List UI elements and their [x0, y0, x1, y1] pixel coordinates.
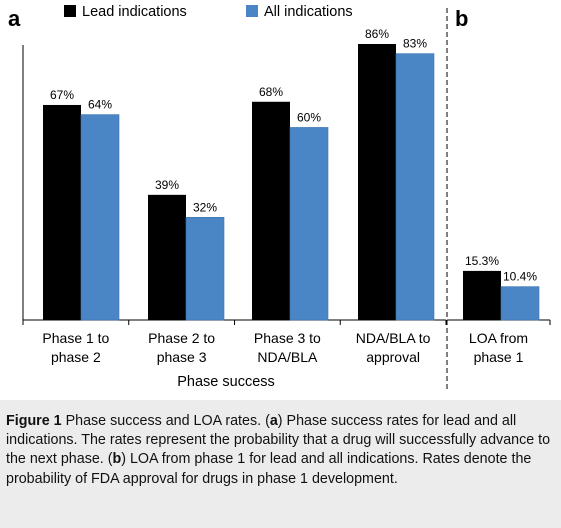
caption-panel-ref: a [269, 413, 278, 429]
caption-text: ) LOA from phase 1 for lead and all indi… [6, 451, 532, 487]
legend-label-lead: Lead indications [82, 4, 187, 20]
x-tick-label: approval [366, 349, 420, 365]
legend: Lead indications All indications [64, 4, 353, 20]
x-tick-label: LOA from [469, 330, 528, 346]
data-label: 32% [193, 200, 217, 214]
data-label: 60% [297, 110, 321, 124]
bar-all-loa [500, 286, 540, 321]
legend-swatch-all [246, 5, 258, 17]
figure-caption: Figure 1 Phase success and LOA rates. (a… [0, 400, 561, 528]
bar-all-4 [395, 53, 435, 321]
bar-all-2 [185, 217, 225, 321]
caption-text: ) Phase success rates for lead and all i… [6, 413, 551, 468]
data-label: 10.4% [503, 270, 537, 284]
data-label: 15.3% [465, 254, 499, 268]
x-tick-label: phase 1 [474, 349, 524, 365]
bar-lead-loa [463, 270, 501, 320]
legend-item-all: All indications [246, 4, 353, 20]
legend-label-all: All indications [264, 4, 353, 20]
x-tick-label: NDA/BLA [257, 349, 318, 365]
data-label: 86% [365, 27, 389, 41]
data-label: 67% [50, 88, 74, 102]
data-label: 83% [403, 37, 427, 51]
bar-lead-2 [148, 194, 186, 320]
x-axis-title: Phase success [177, 374, 275, 390]
bar-lead-3 [252, 101, 290, 320]
data-label: 39% [155, 178, 179, 192]
x-tick-label: Phase 1 to [42, 330, 109, 346]
caption-figure-label: Figure 1 [6, 413, 62, 429]
x-tick-label: Phase 2 to [148, 330, 215, 346]
caption-text: Phase success and LOA rates. ( [61, 413, 270, 429]
panel-a-label: a [8, 6, 21, 31]
caption-panel-ref: b [112, 451, 122, 468]
panel-b-label: b [455, 6, 468, 31]
bar-lead-4 [358, 44, 396, 320]
x-tick-label: Phase 3 to [254, 330, 321, 346]
x-tick-label: phase 2 [51, 349, 101, 365]
panel-b-plot: 15.3% 10.4% LOA from phase 1 [447, 254, 551, 365]
figure-chart: a b Lead indications All indications 67%… [8, 4, 551, 392]
data-label: 68% [259, 85, 283, 99]
bar-lead-1 [43, 104, 81, 320]
panel-a-plot: 67% 64% Phase 1 to phase 2 39% 32% Phase 2 to p… [22, 27, 447, 365]
legend-swatch-lead [64, 5, 76, 17]
bar-all-1 [80, 114, 120, 321]
data-label: 64% [88, 98, 112, 112]
x-tick-label: NDA/BLA to [356, 330, 431, 346]
x-tick-label: phase 3 [157, 349, 207, 365]
bar-all-3 [289, 127, 329, 321]
legend-item-lead: Lead indications [64, 4, 187, 20]
